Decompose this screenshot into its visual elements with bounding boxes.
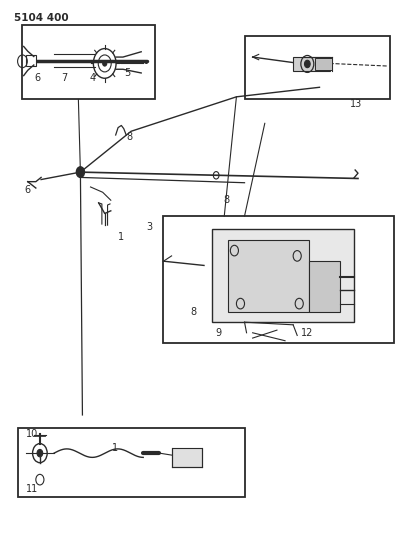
Text: 4: 4 bbox=[89, 73, 95, 83]
Bar bbox=[26, 55, 36, 66]
Text: 1: 1 bbox=[112, 443, 118, 453]
Bar bbox=[164, 216, 395, 343]
Text: 3: 3 bbox=[146, 222, 152, 232]
Circle shape bbox=[304, 60, 310, 68]
Bar bbox=[172, 448, 202, 467]
Bar bbox=[244, 36, 390, 100]
Text: 7: 7 bbox=[61, 73, 67, 83]
Text: 8: 8 bbox=[191, 306, 197, 317]
Text: 6: 6 bbox=[35, 73, 41, 83]
Text: 5104 400: 5104 400 bbox=[13, 13, 68, 23]
Text: 9: 9 bbox=[215, 328, 221, 338]
Text: 8: 8 bbox=[223, 195, 229, 205]
Text: 12: 12 bbox=[301, 328, 313, 338]
Text: 8: 8 bbox=[126, 132, 132, 142]
Circle shape bbox=[37, 449, 43, 457]
Bar bbox=[315, 58, 332, 70]
Bar bbox=[212, 229, 354, 322]
Bar bbox=[228, 240, 309, 312]
Text: 5: 5 bbox=[124, 68, 130, 78]
Text: 2: 2 bbox=[175, 461, 181, 470]
Bar bbox=[18, 428, 244, 497]
Text: 13: 13 bbox=[350, 99, 362, 109]
Bar bbox=[293, 56, 330, 71]
Text: 10: 10 bbox=[26, 429, 38, 439]
Bar bbox=[22, 25, 155, 100]
Circle shape bbox=[103, 61, 107, 66]
Text: 6: 6 bbox=[24, 184, 31, 195]
Text: 11: 11 bbox=[26, 484, 38, 494]
Text: 1: 1 bbox=[118, 232, 124, 243]
Circle shape bbox=[76, 167, 84, 177]
Bar bbox=[309, 261, 340, 312]
